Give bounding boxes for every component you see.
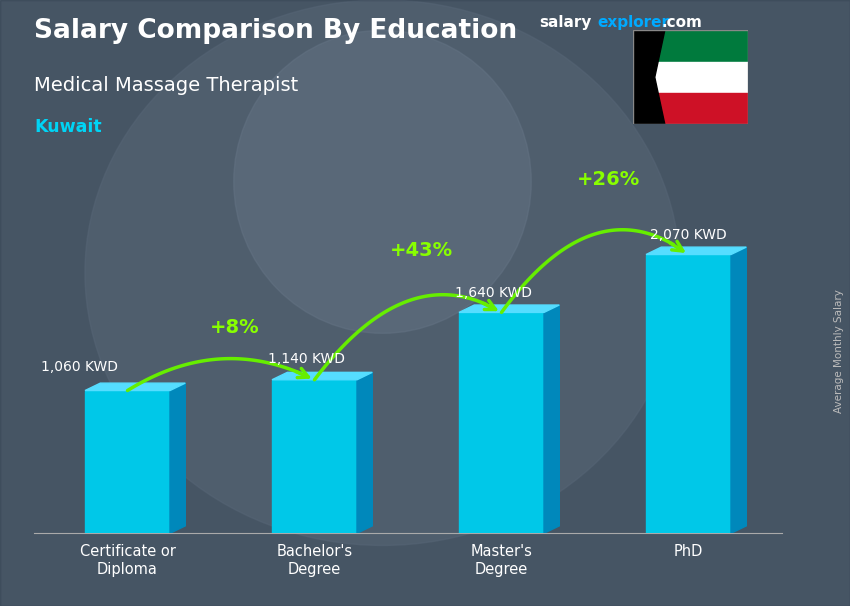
Ellipse shape (85, 0, 680, 545)
Text: 1,140 KWD: 1,140 KWD (268, 352, 344, 366)
Text: +26%: +26% (577, 170, 640, 188)
Bar (272, 380, 357, 533)
Text: +43%: +43% (390, 241, 453, 260)
Text: Average Monthly Salary: Average Monthly Salary (834, 290, 844, 413)
Bar (633, 30, 748, 62)
Polygon shape (633, 30, 665, 124)
Text: 1,060 KWD: 1,060 KWD (42, 361, 118, 375)
Text: explorer: explorer (598, 15, 670, 30)
Polygon shape (459, 305, 559, 313)
Polygon shape (731, 247, 746, 533)
Polygon shape (170, 383, 185, 533)
Ellipse shape (234, 30, 531, 333)
Text: salary: salary (540, 15, 592, 30)
Bar (85, 390, 170, 533)
Polygon shape (544, 305, 559, 533)
Text: Medical Massage Therapist: Medical Massage Therapist (34, 76, 298, 95)
Polygon shape (272, 372, 372, 380)
Polygon shape (85, 383, 185, 390)
Text: 1,640 KWD: 1,640 KWD (455, 286, 531, 301)
Bar (459, 313, 544, 533)
Text: .com: .com (661, 15, 702, 30)
Text: +8%: +8% (210, 318, 259, 337)
Bar (646, 255, 731, 533)
Bar (633, 93, 748, 124)
Text: 2,070 KWD: 2,070 KWD (650, 228, 727, 242)
Polygon shape (646, 247, 746, 255)
Text: Kuwait: Kuwait (34, 118, 102, 136)
Polygon shape (357, 372, 372, 533)
Bar (633, 62, 748, 93)
Text: Salary Comparison By Education: Salary Comparison By Education (34, 18, 517, 44)
